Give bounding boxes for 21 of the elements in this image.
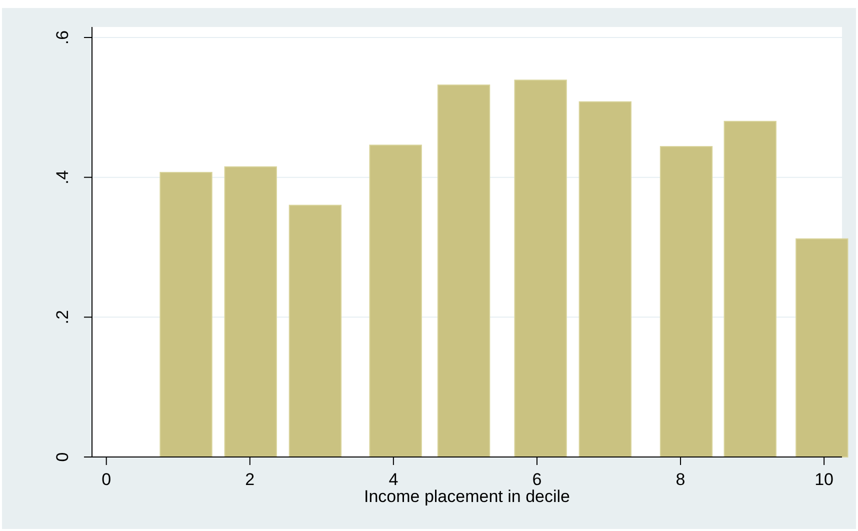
bar: [514, 80, 567, 458]
x-tick-label: 0: [102, 470, 112, 489]
x-tick-label: 6: [532, 470, 542, 489]
x-tick-label: 2: [245, 470, 255, 489]
bar: [660, 146, 713, 458]
x-axis-title: Income placement in decile: [364, 487, 570, 506]
bar: [224, 166, 277, 458]
bar: [288, 204, 342, 458]
x-tick-label: 10: [814, 470, 834, 489]
bar: [160, 172, 212, 458]
y-tick-label: .4: [53, 170, 72, 184]
bar: [369, 144, 422, 458]
y-tick-label: 0: [53, 452, 72, 462]
y-tick-label: .2: [53, 310, 72, 324]
x-tick-label: 8: [676, 470, 686, 489]
bar: [724, 120, 776, 458]
x-tick-label: 4: [388, 470, 398, 489]
bar: [796, 238, 848, 458]
bar: [578, 101, 632, 458]
bar: [437, 84, 490, 458]
y-tick-label: .6: [53, 30, 72, 45]
